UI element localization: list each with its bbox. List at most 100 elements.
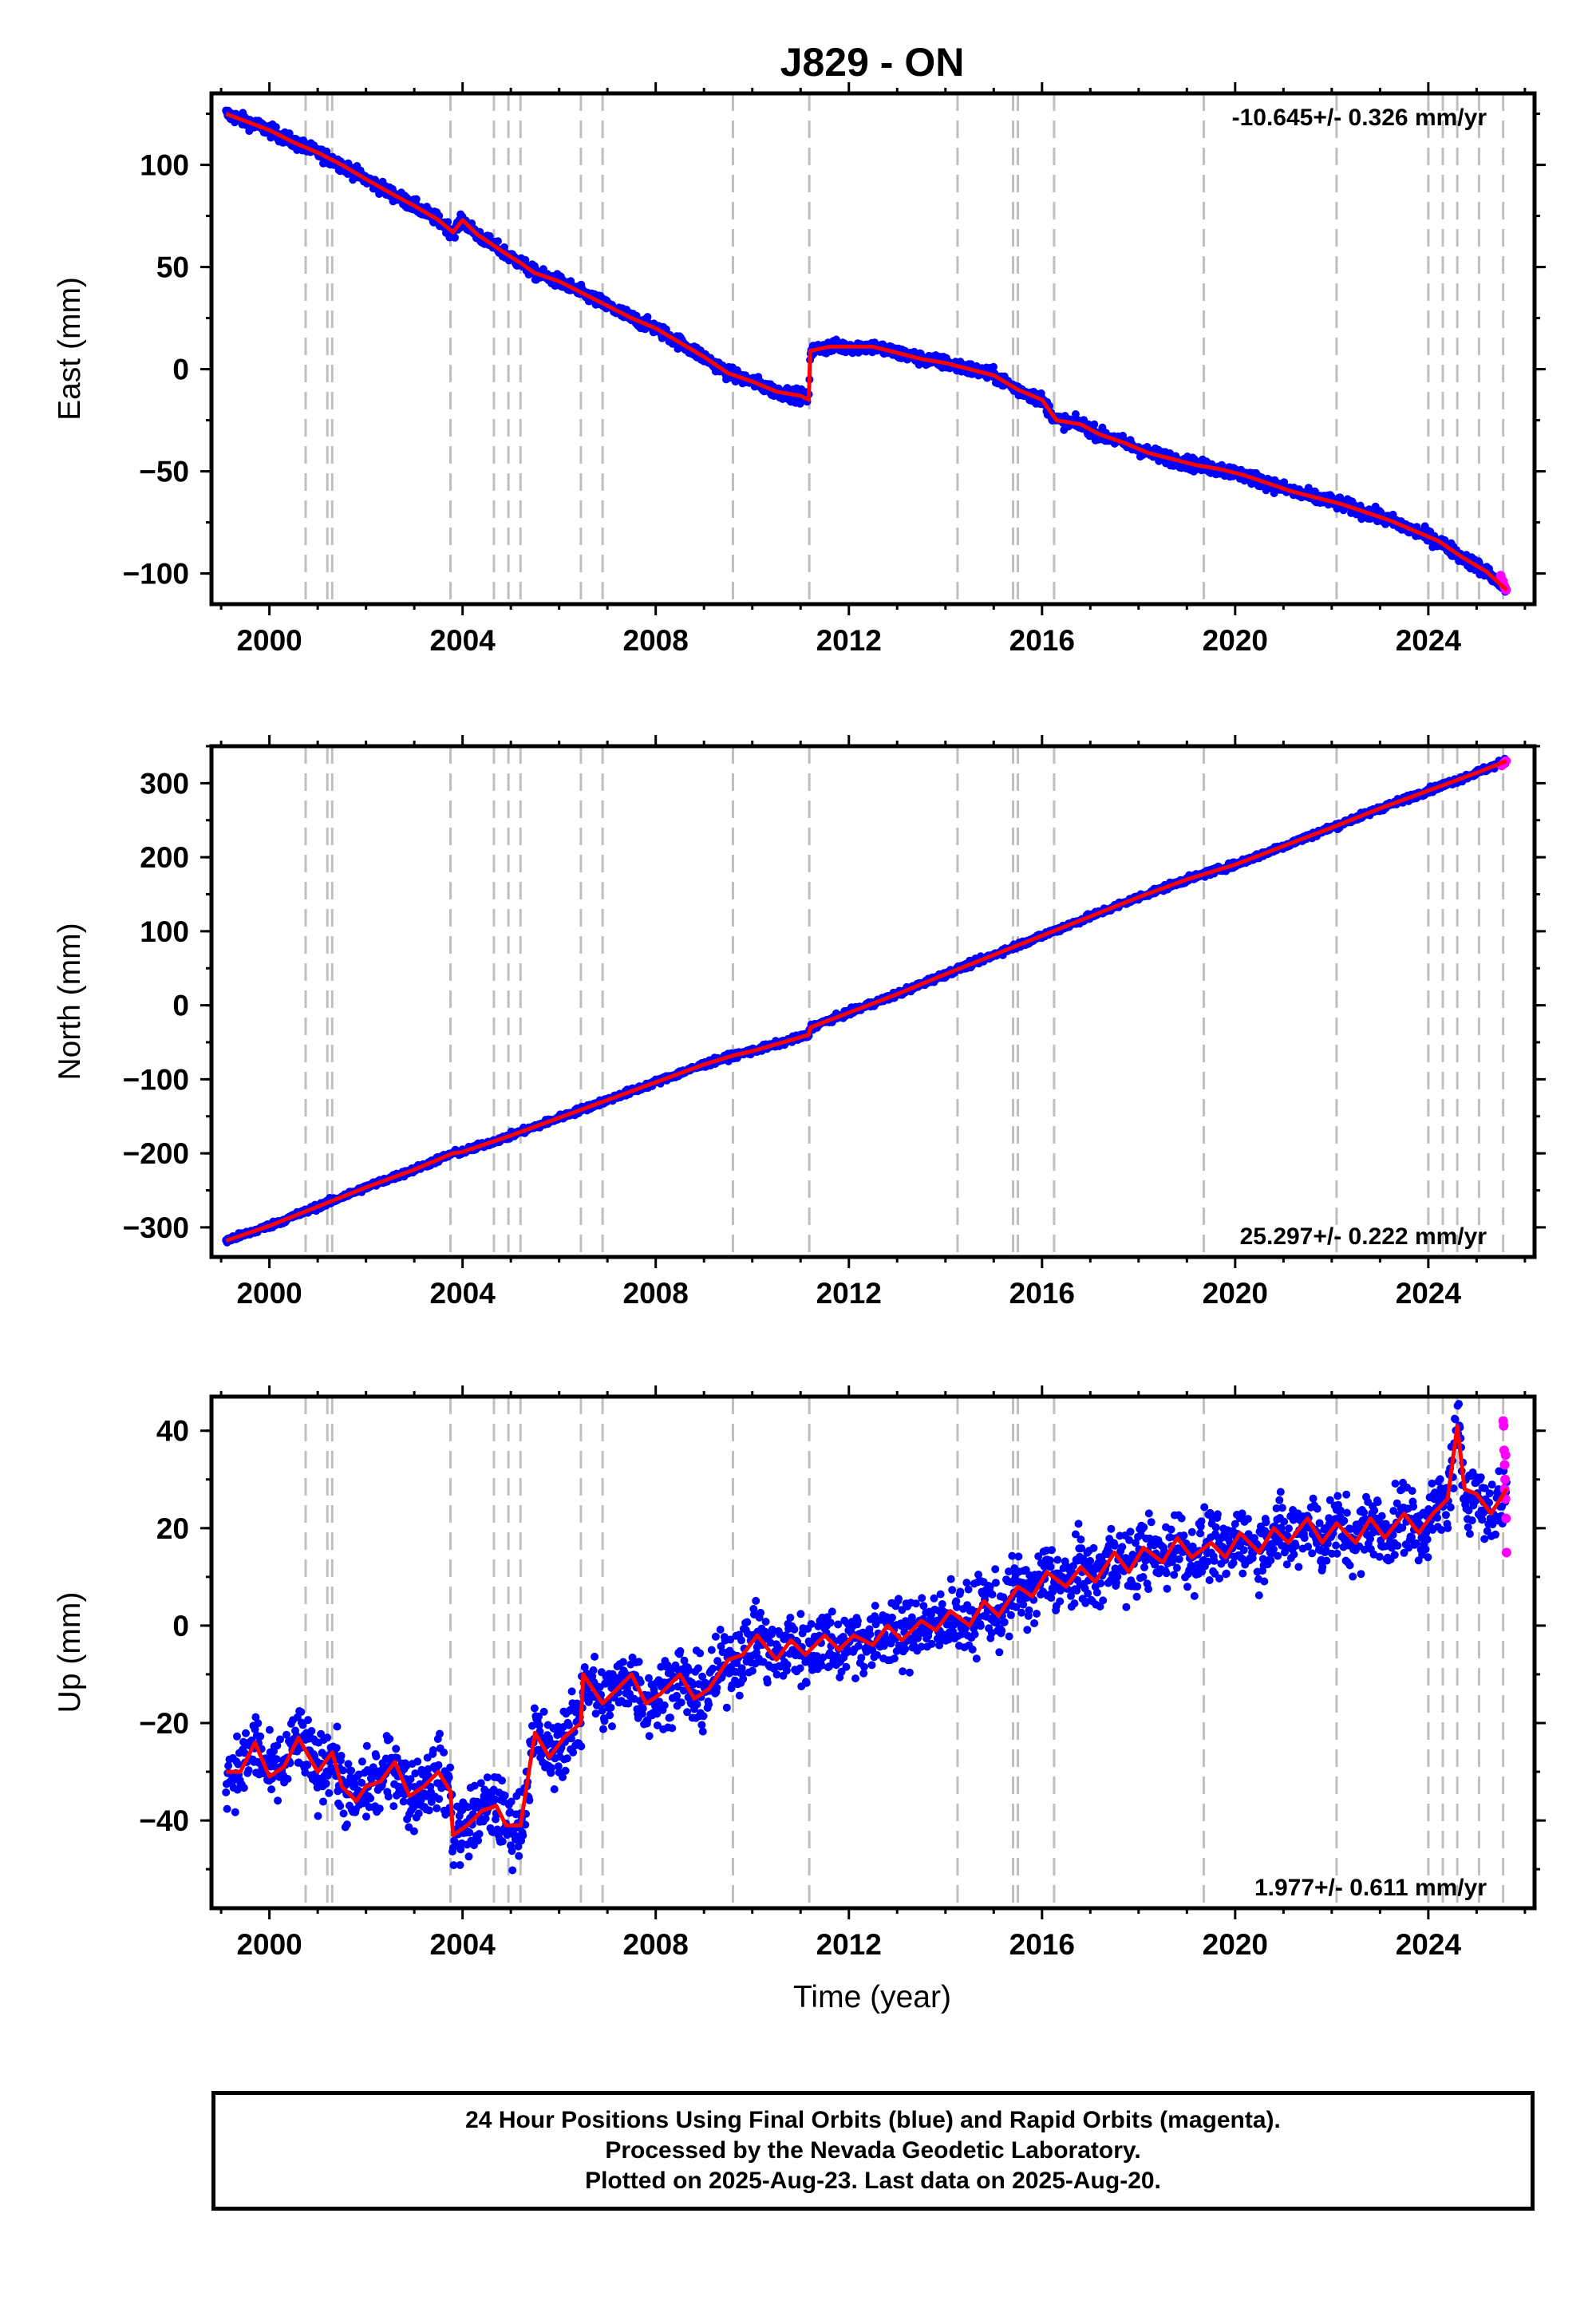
y-axis-label: East (mm) <box>53 277 87 421</box>
model-line <box>225 112 1508 591</box>
x-tick-label: 2000 <box>236 624 302 657</box>
final-orbit-point <box>339 1809 348 1818</box>
plot-frame <box>209 744 1537 1259</box>
y-tick-label: 0 <box>172 990 189 1022</box>
final-orbit-point <box>254 1719 263 1728</box>
final-orbit-point <box>304 1716 312 1725</box>
final-orbit-point <box>297 1708 306 1717</box>
final-orbit-point <box>239 1784 248 1792</box>
final-orbit-point <box>347 1766 356 1775</box>
final-orbit-point <box>358 1778 366 1787</box>
x-tick-label: 2016 <box>1009 624 1075 657</box>
final-orbit-point <box>362 1741 371 1750</box>
final-orbit-point <box>643 313 652 322</box>
final-orbit-point <box>274 1796 282 1805</box>
y-tick-label: 100 <box>140 149 189 182</box>
final-orbit-point <box>224 1761 233 1770</box>
final-orbit-point <box>358 1757 366 1766</box>
final-orbit-point <box>271 123 280 132</box>
y-tick-label: −100 <box>123 1063 189 1096</box>
x-tick-label: 2008 <box>623 1277 689 1310</box>
plot-area <box>222 746 1511 1257</box>
final-orbit-point <box>307 1727 316 1735</box>
final-orbit-point <box>267 1785 276 1794</box>
y-axis-label: North (mm) <box>53 923 87 1080</box>
y-tick-label: 50 <box>156 251 189 284</box>
final-orbit-point <box>344 1760 353 1769</box>
final-orbit-point <box>256 1732 265 1741</box>
plot-area <box>222 93 1511 604</box>
final-orbit-point <box>494 237 502 246</box>
final-orbit-point <box>372 1752 381 1761</box>
final-orbit-point <box>338 1766 347 1775</box>
y-tick-label: 200 <box>140 841 189 874</box>
x-tick-label: 2004 <box>430 624 496 657</box>
final-orbit-point <box>222 1788 231 1796</box>
final-orbit-point <box>362 1812 370 1821</box>
final-orbit-point <box>231 1808 239 1816</box>
final-orbit-point <box>251 1725 259 1733</box>
final-orbit-point <box>412 195 421 204</box>
final-orbit-point <box>325 1788 334 1797</box>
final-orbit-point <box>333 1722 342 1731</box>
model-line <box>225 759 1507 1243</box>
final-orbit-point <box>385 1734 394 1743</box>
final-orbit-point <box>233 1732 241 1741</box>
x-tick-label: 2024 <box>1396 1277 1462 1310</box>
final-orbit-point <box>282 1730 290 1739</box>
final-orbit-point <box>303 1761 312 1769</box>
x-tick-label: 2016 <box>1009 1277 1075 1310</box>
y-tick-label: 100 <box>140 915 189 948</box>
final-orbit-point <box>366 1794 375 1803</box>
y-tick-label: −100 <box>123 558 189 591</box>
final-orbit-point <box>319 1797 327 1806</box>
rate-text: 25.297+/- 0.222 mm/yr <box>1240 1223 1487 1250</box>
final-orbit-point <box>276 1735 284 1744</box>
final-orbit-point <box>251 1713 260 1721</box>
final-orbit-point <box>265 1725 274 1734</box>
final-orbit-point <box>223 1804 231 1813</box>
y-tick-label: −50 <box>139 456 189 488</box>
plot-area <box>222 1397 1511 1908</box>
final-orbit-point <box>272 1755 281 1764</box>
final-orbit-point <box>244 1766 253 1775</box>
x-tick-label: 2008 <box>623 624 689 657</box>
x-tick-label: 2020 <box>1203 624 1268 657</box>
y-tick-label: −200 <box>123 1137 189 1170</box>
final-orbit-point <box>375 1804 384 1813</box>
x-tick-label: 2020 <box>1203 1277 1268 1310</box>
final-orbit-point <box>273 1741 282 1750</box>
final-orbit-point <box>242 1729 250 1737</box>
final-orbit-point <box>1071 410 1080 418</box>
final-orbit-point <box>314 1812 322 1820</box>
final-orbit-point <box>451 233 459 242</box>
final-orbit-point <box>342 1820 351 1829</box>
y-tick-label: 0 <box>172 354 189 386</box>
final-orbit-point <box>298 1721 307 1729</box>
final-orbit-point <box>384 1792 393 1801</box>
final-orbit-point <box>336 1802 345 1810</box>
x-tick-label: 2012 <box>816 1277 882 1310</box>
chart-title: J829 - ON <box>780 40 965 85</box>
panel-up: 2000 2004 2008 2012 2016 2020 2024−40−2002040U… <box>53 1385 1546 1961</box>
final-orbit-point <box>323 1733 332 1742</box>
x-tick-label: 2000 <box>236 1277 302 1310</box>
final-orbit-point <box>990 362 998 371</box>
final-orbit-point <box>1090 420 1099 429</box>
x-tick-label: 2012 <box>816 624 882 657</box>
rate-text: -10.645+/- 0.326 mm/yr <box>1232 105 1487 131</box>
x-tick-label: 2004 <box>430 1277 496 1310</box>
final-orbit-point <box>332 1744 341 1753</box>
final-orbit-point <box>283 1775 292 1783</box>
x-tick-label: 2024 <box>1396 624 1462 657</box>
panel-north: 2000 2004 2008 2012 2016 2020 2024−300−200−100… <box>53 735 1546 1310</box>
final-orbit-point <box>322 1779 330 1788</box>
y-tick-label: 300 <box>140 767 189 800</box>
final-orbit-point <box>234 1760 243 1769</box>
y-tick-label: −300 <box>123 1211 189 1244</box>
plot-frame <box>209 91 1537 607</box>
final-orbit-point <box>337 1752 346 1760</box>
panels: 2000 2004 2008 2012 2016 2020 2024−100−5005010… <box>53 82 1546 1961</box>
panel-east: 2000 2004 2008 2012 2016 2020 2024 −100 −50 0 50 10… <box>53 82 1546 657</box>
